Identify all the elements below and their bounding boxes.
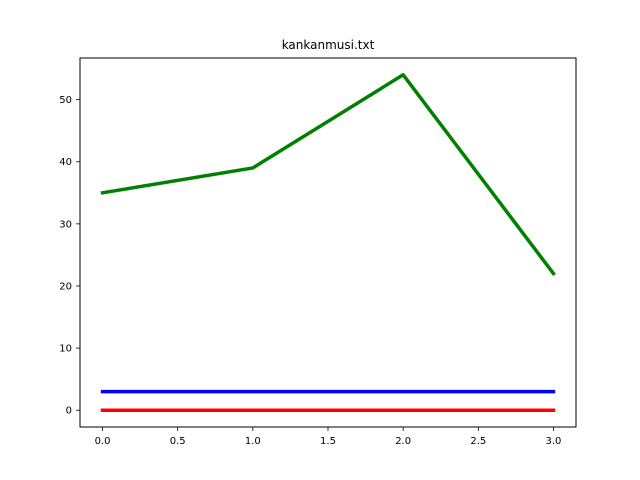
x-axis: 0.0 0.5 1.0 1.5 2.0 2.5 3.0 bbox=[95, 427, 562, 447]
series-line-1 bbox=[100, 73, 556, 277]
chart-title: kankanmusi.txt bbox=[282, 38, 375, 52]
y-tick-label: 40 bbox=[59, 157, 72, 168]
x-tick-label: 0.0 bbox=[95, 436, 111, 447]
x-tick-label: 2.5 bbox=[470, 436, 486, 447]
y-tick-label: 30 bbox=[59, 219, 72, 230]
x-tick-label: 1.5 bbox=[320, 436, 336, 447]
x-tick-label: 3.0 bbox=[546, 436, 562, 447]
y-tick-label: 20 bbox=[59, 281, 72, 292]
series-layer bbox=[100, 73, 556, 412]
x-tick-label: 0.5 bbox=[170, 436, 186, 447]
y-axis: 0 10 20 30 40 50 bbox=[59, 95, 80, 417]
y-tick-label: 50 bbox=[59, 95, 72, 106]
plot-area bbox=[80, 58, 576, 427]
y-tick-label: 10 bbox=[59, 344, 72, 355]
y-tick-label: 0 bbox=[66, 406, 72, 417]
x-tick-label: 1.0 bbox=[245, 436, 261, 447]
x-tick-label: 2.0 bbox=[395, 436, 411, 447]
